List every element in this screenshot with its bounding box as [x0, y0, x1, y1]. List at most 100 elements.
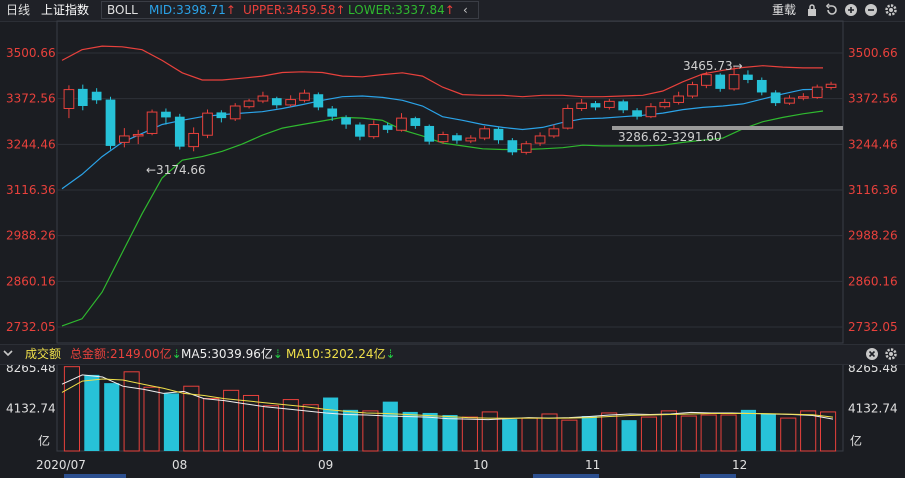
volume-bar	[143, 386, 160, 452]
candle-body	[91, 91, 102, 101]
candle-body	[632, 110, 642, 117]
candle-body	[479, 128, 490, 139]
lock-icon[interactable]	[805, 3, 819, 17]
close-icon[interactable]	[865, 347, 879, 361]
volume-bar	[780, 417, 797, 452]
candle-body	[188, 132, 199, 148]
volume-bar	[323, 397, 339, 451]
low-annotation: ←3174.66	[146, 163, 206, 177]
candle-body	[645, 106, 657, 118]
candle-body	[493, 128, 504, 141]
volume-bar	[481, 411, 498, 452]
x-tick-label: 08	[172, 458, 187, 472]
upper-value: UPPER:3459.58↑	[243, 3, 346, 17]
volume-bar	[581, 416, 597, 451]
candle-body	[673, 95, 684, 103]
volume-unit-label: 亿	[38, 433, 50, 448]
x-tick-label: 09	[318, 458, 333, 472]
volume-title[interactable]: 成交额	[25, 347, 62, 361]
volume-tick-label: 4132.74	[848, 402, 898, 416]
candle-body	[368, 124, 380, 138]
down-arrow-icon: ⇣	[171, 347, 182, 361]
volume-unit-label: 亿	[850, 433, 862, 448]
mid-line	[61, 88, 824, 190]
volume-bar	[163, 393, 179, 451]
candle-body	[770, 92, 781, 104]
volume-bar	[382, 401, 398, 451]
candle-body	[743, 74, 753, 80]
lower-line	[61, 110, 824, 327]
period-tab[interactable]: 日线	[6, 3, 31, 17]
candle-body	[257, 95, 269, 102]
volume-bar	[601, 412, 618, 452]
collapse-down-icon[interactable]	[3, 348, 13, 358]
candle-body	[576, 102, 587, 109]
range-bar	[612, 126, 843, 130]
candle-body	[701, 74, 712, 86]
candle-body	[687, 84, 698, 97]
x-tick-label: 10	[473, 458, 488, 472]
candle-body	[285, 99, 296, 106]
upper-line	[61, 45, 823, 98]
volume-bar	[541, 413, 558, 452]
settings-icon[interactable]	[884, 3, 898, 17]
volume-bar	[203, 398, 220, 452]
high-annotation: 3465.73→	[683, 59, 743, 73]
volume-bar	[700, 414, 717, 452]
candle-body	[659, 101, 671, 108]
volume-bar	[342, 409, 359, 451]
volume-bar	[442, 415, 458, 451]
y-tick-label-left: 3244.46	[6, 137, 56, 151]
volume-total: 总金额:2149.00亿⇣	[70, 347, 182, 361]
down-arrow-icon: ⇣	[385, 347, 396, 361]
candle-body	[756, 79, 767, 93]
settings-icon[interactable]	[884, 347, 898, 361]
up-arrow-icon: ↑	[225, 3, 236, 17]
volume-bar	[282, 399, 299, 452]
y-tick-label-right: 2860.16	[848, 274, 898, 288]
undo-icon[interactable]	[825, 3, 839, 17]
candle-body	[520, 143, 532, 153]
x-tick-label: 12	[732, 458, 747, 472]
candle-body	[77, 88, 88, 106]
candle-body	[534, 135, 546, 144]
candle-body	[410, 118, 421, 126]
candle-body	[202, 112, 213, 136]
candle-body	[355, 124, 365, 137]
y-tick-label-right: 3372.56	[848, 92, 898, 106]
y-tick-label-right: 3116.36	[848, 183, 898, 197]
index-name[interactable]: 上证指数	[41, 3, 90, 17]
collapse-left-icon[interactable]: ‹	[463, 3, 468, 17]
top-toolbar: 日线 上证指数 BOLL MID:3398.71↑ UPPER:3459.58↑…	[0, 0, 905, 22]
volume-ma10: MA10:3202.24亿⇣	[286, 347, 396, 361]
indicator-name[interactable]: BOLL	[107, 3, 138, 17]
volume-bar	[183, 385, 200, 452]
candle-body	[507, 140, 518, 153]
y-tick-label-left: 2732.05	[6, 320, 56, 334]
price-panel-frame	[56, 20, 844, 344]
lower-value: LOWER:3337.84↑	[348, 3, 455, 17]
volume-bar	[402, 411, 418, 451]
scroll-indicator	[700, 474, 736, 478]
volume-ma5: MA5:3039.96亿⇣	[181, 347, 283, 361]
zoom-out-icon[interactable]	[864, 3, 878, 17]
candle-body	[396, 117, 407, 131]
candle-body	[562, 107, 574, 129]
restore-button[interactable]: 重载	[772, 3, 797, 17]
volume-bar	[740, 409, 757, 451]
candle-body	[825, 83, 837, 88]
volume-bar	[302, 404, 319, 452]
y-tick-label-left: 3500.66	[6, 46, 56, 60]
candle-body	[590, 103, 601, 108]
volume-header: 成交额 总金额:2149.00亿⇣ MA5:3039.96亿⇣ MA10:320…	[0, 344, 905, 365]
indicator-box	[101, 1, 479, 19]
volume-bar	[660, 410, 677, 452]
volume-bar	[680, 415, 697, 452]
zoom-in-icon[interactable]	[844, 3, 858, 17]
candle-body	[105, 99, 116, 146]
candle-body	[618, 101, 629, 111]
volume-bar	[362, 410, 379, 452]
candle-body	[604, 100, 615, 108]
volume-bar	[422, 412, 438, 451]
